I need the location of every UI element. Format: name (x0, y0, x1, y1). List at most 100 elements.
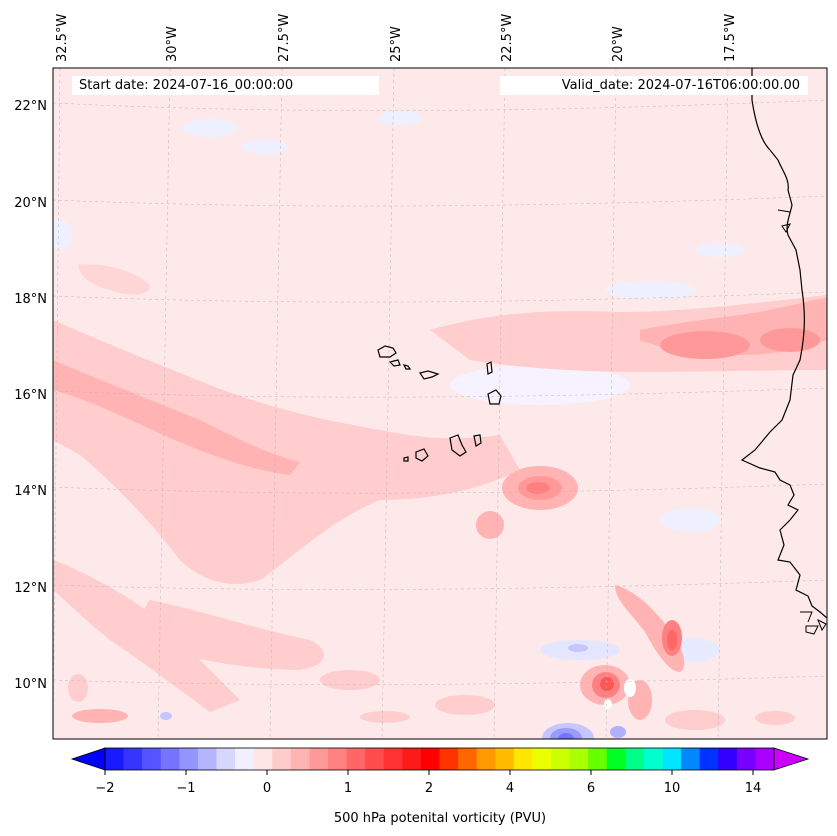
colorbar-cell (513, 748, 533, 770)
pv-negative-patch (378, 111, 422, 125)
colorbar-cell (402, 748, 422, 770)
colorbar-cells (105, 748, 775, 770)
lon-label: 30°W (165, 26, 180, 62)
colorbar-tick-labels: −2 −1 0 1 2 4 6 10 14 (95, 781, 761, 796)
colorbar: −2 −1 0 1 2 4 6 10 14 500 hPa potenital … (70, 747, 810, 826)
start-date-box: Start date: 2024-07-16_00:00:00 (72, 76, 379, 95)
colorbar-cell (662, 748, 682, 770)
colorbar-cell (681, 748, 701, 770)
colorbar-cell (458, 748, 478, 770)
lat-label: 14°N (14, 484, 47, 499)
colorbar-cell (569, 748, 589, 770)
colorbar-cell (142, 748, 162, 770)
pv-band-west-mid (205, 470, 321, 544)
valid-date-text: Valid_date: 2024-07-16T06:00:00.00 (561, 78, 800, 93)
pv-contours (53, 111, 827, 739)
pv-negative-patch (660, 508, 720, 532)
pv-negative-patch (241, 140, 289, 154)
pv-core (360, 711, 410, 723)
colorbar-cell (420, 748, 440, 770)
valid-date-box: Valid_date: 2024-07-16T06:00:00.00 (500, 76, 808, 95)
lat-label: 20°N (14, 196, 47, 211)
pv-core (760, 328, 820, 352)
colorbar-label: 500 hPa potenital vorticity (PVU) (334, 811, 546, 826)
lon-label: 22.5°W (500, 14, 515, 62)
lon-label: 25°W (389, 26, 404, 62)
colorbar-cell (383, 748, 403, 770)
colorbar-cell (328, 748, 347, 770)
pv-core (476, 511, 504, 539)
colorbar-tick-label: 10 (664, 781, 681, 796)
colorbar-cell (718, 748, 738, 770)
pv-negative-core (610, 726, 626, 738)
colorbar-cell (439, 748, 459, 770)
longitude-labels: 32.5°W 30°W 27.5°W 25°W 22.5°W 20°W 17.5… (55, 14, 738, 62)
colorbar-cell (160, 748, 180, 770)
pv-negative-patch (605, 281, 695, 299)
pv-core (755, 711, 795, 725)
pv-negative-patch (695, 243, 745, 257)
colorbar-cell (346, 748, 366, 770)
colorbar-cell (699, 748, 719, 770)
latitude-labels: 22°N 20°N 18°N 16°N 14°N 12°N 10°N (14, 99, 47, 692)
colorbar-outline (104, 747, 775, 771)
colorbar-tick-label: −2 (95, 781, 114, 796)
colorbar-cell (216, 748, 236, 770)
colorbar-tick-label: 0 (263, 781, 271, 796)
colorbar-cell (643, 748, 663, 770)
pv-core (526, 482, 550, 494)
colorbar-cell (495, 748, 515, 770)
gridlines (53, 68, 827, 739)
colorbar-cell (197, 748, 217, 770)
colorbar-cell (123, 748, 143, 770)
colorbar-tick-label: 2 (425, 781, 433, 796)
colorbar-tick-label: 14 (745, 781, 762, 796)
lat-label: 16°N (14, 388, 47, 403)
pv-hole (624, 679, 636, 697)
colorbar-cell (290, 748, 310, 770)
colorbar-cell (551, 748, 570, 770)
colorbar-tick-label: 6 (587, 781, 595, 796)
lon-label: 20°W (611, 26, 626, 62)
map-frame (52, 67, 828, 740)
map-area (53, 68, 827, 739)
pv-hole (604, 699, 612, 709)
colorbar-tick-label: −1 (176, 781, 195, 796)
pv-core (53, 360, 300, 475)
colorbar-cell (606, 748, 626, 770)
colorbar-cell (272, 748, 292, 770)
colorbar-cell (179, 748, 199, 770)
pv-band-main (53, 320, 520, 584)
pv-negative-patch (450, 365, 630, 405)
cape-verde-islands (377, 345, 502, 462)
pv-core (320, 670, 380, 690)
pv-band-stripe (53, 560, 240, 712)
colorbar-cell (105, 748, 124, 770)
colorbar-ticks (104, 770, 754, 775)
pv-negative-patch (53, 220, 72, 250)
africa-coastline-detail (777, 209, 827, 635)
pv-core (72, 709, 128, 723)
colorbar-under-triangle (70, 747, 106, 771)
pv-band-nw (78, 264, 151, 295)
colorbar-cell (625, 748, 645, 770)
pv-core (665, 710, 725, 730)
pv-negative-core (558, 733, 574, 739)
lon-label: 27.5°W (277, 14, 292, 62)
colorbar-cell (755, 748, 775, 770)
lat-label: 12°N (14, 581, 47, 596)
colorbar-cell (588, 748, 608, 770)
colorbar-cell (476, 748, 496, 770)
africa-coastline (740, 68, 827, 619)
start-date-text: Start date: 2024-07-16_00:00:00 (79, 78, 294, 93)
colorbar-cell (309, 748, 329, 770)
pv-core (68, 674, 88, 702)
pv-core (667, 630, 677, 650)
colorbar-cell (253, 748, 273, 770)
pv-core (660, 331, 750, 359)
pv-negative-core (568, 644, 588, 652)
colorbar-cell (365, 748, 385, 770)
lat-label: 22°N (14, 99, 47, 114)
colorbar-cell (532, 748, 552, 770)
